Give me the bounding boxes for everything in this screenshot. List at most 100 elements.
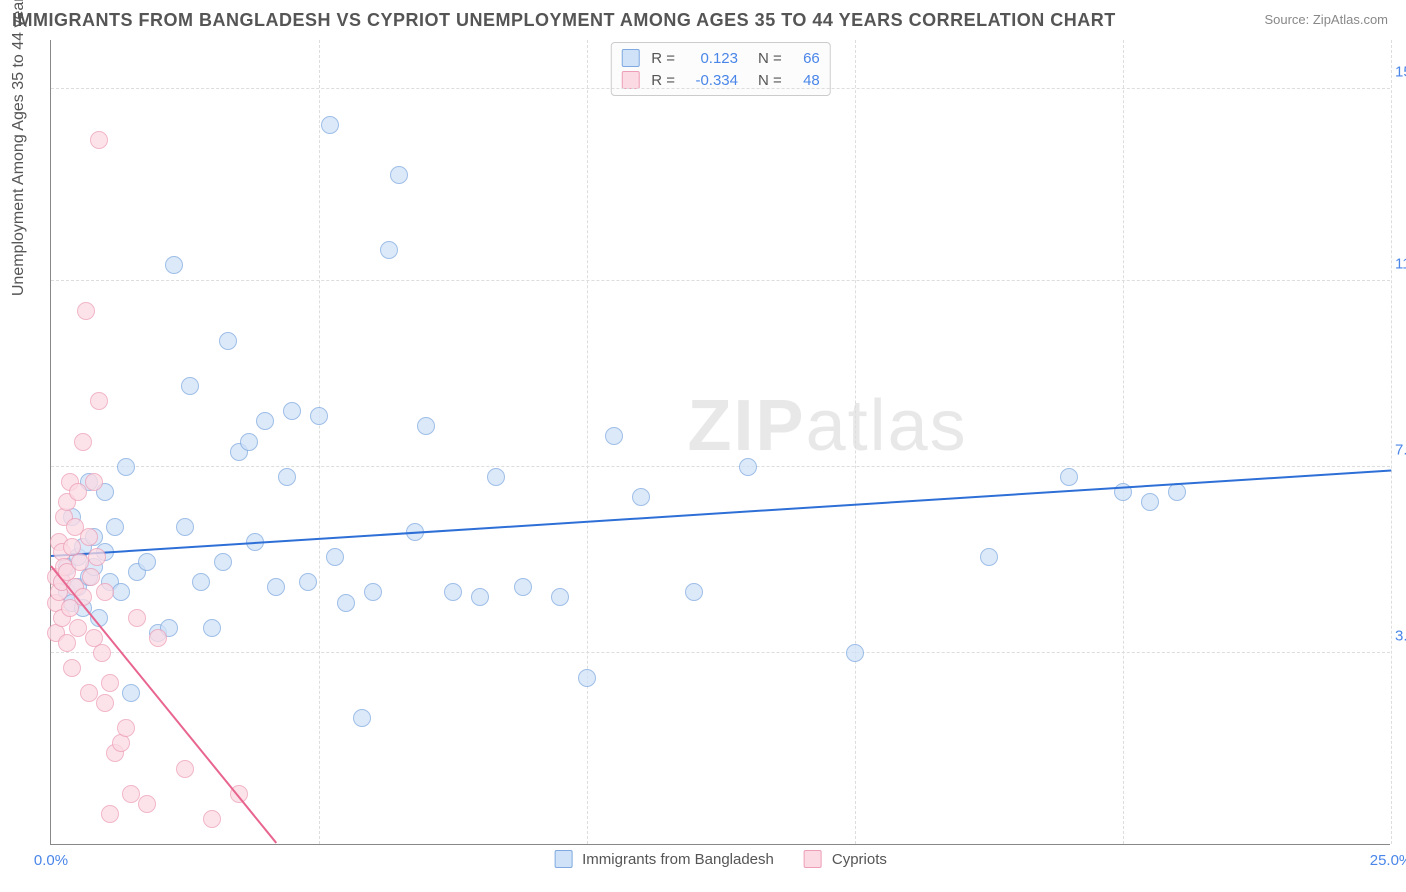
- data-point: [310, 407, 328, 425]
- data-point: [846, 644, 864, 662]
- data-point: [390, 166, 408, 184]
- legend-swatch: [621, 71, 639, 89]
- data-point: [63, 659, 81, 677]
- legend-stat-row: R = 0.123 N = 66: [621, 47, 820, 69]
- grid-line-v: [1123, 40, 1124, 844]
- data-point: [605, 427, 623, 445]
- data-point: [138, 553, 156, 571]
- data-point: [337, 594, 355, 612]
- data-point: [90, 131, 108, 149]
- data-point: [980, 548, 998, 566]
- data-point: [122, 785, 140, 803]
- legend-swatch: [621, 49, 639, 67]
- x-tick-label: 0.0%: [34, 852, 68, 869]
- data-point: [106, 518, 124, 536]
- legend-label: Cypriots: [832, 851, 887, 868]
- data-point: [77, 302, 95, 320]
- n-value: 48: [790, 72, 820, 89]
- r-value: 0.123: [683, 50, 738, 67]
- watermark: ZIPatlas: [688, 385, 968, 467]
- data-point: [514, 578, 532, 596]
- grid-line-v: [587, 40, 588, 844]
- data-point: [380, 241, 398, 259]
- data-point: [353, 709, 371, 727]
- data-point: [82, 568, 100, 586]
- data-point: [267, 578, 285, 596]
- r-value: -0.334: [683, 72, 738, 89]
- data-point: [203, 810, 221, 828]
- data-point: [417, 417, 435, 435]
- legend-series: Immigrants from Bangladesh Cypriots: [546, 848, 895, 870]
- y-tick-label: 15.0%: [1395, 64, 1406, 81]
- data-point: [58, 634, 76, 652]
- legend-label: Immigrants from Bangladesh: [582, 851, 774, 868]
- data-point: [321, 116, 339, 134]
- data-point: [192, 573, 210, 591]
- data-point: [80, 528, 98, 546]
- grid-line-h: [51, 280, 1390, 281]
- data-point: [471, 588, 489, 606]
- data-point: [74, 433, 92, 451]
- data-point: [101, 805, 119, 823]
- grid-line-h: [51, 88, 1390, 89]
- data-point: [96, 694, 114, 712]
- data-point: [1060, 468, 1078, 486]
- legend-item: Cypriots: [804, 850, 887, 868]
- n-label: N =: [758, 72, 782, 89]
- data-point: [685, 583, 703, 601]
- data-point: [203, 619, 221, 637]
- r-label: R =: [651, 50, 675, 67]
- data-point: [283, 402, 301, 420]
- data-point: [90, 392, 108, 410]
- data-point: [112, 583, 130, 601]
- data-point: [149, 629, 167, 647]
- grid-line-h: [51, 652, 1390, 653]
- n-value: 66: [790, 50, 820, 67]
- data-point: [122, 684, 140, 702]
- x-tick-label: 25.0%: [1370, 852, 1406, 869]
- n-label: N =: [758, 50, 782, 67]
- legend-swatch: [554, 850, 572, 868]
- data-point: [69, 619, 87, 637]
- y-axis-title: Unemployment Among Ages 35 to 44 years: [10, 0, 28, 296]
- data-point: [181, 377, 199, 395]
- source-label: Source: ZipAtlas.com: [1264, 12, 1388, 27]
- data-point: [85, 473, 103, 491]
- y-tick-label: 7.5%: [1395, 441, 1406, 458]
- data-point: [278, 468, 296, 486]
- chart-title: IMMIGRANTS FROM BANGLADESH VS CYPRIOT UN…: [12, 10, 1116, 31]
- data-point: [176, 760, 194, 778]
- r-label: R =: [651, 72, 675, 89]
- data-point: [117, 458, 135, 476]
- data-point: [80, 684, 98, 702]
- grid-line-v: [319, 40, 320, 844]
- data-point: [69, 483, 87, 501]
- data-point: [101, 674, 119, 692]
- y-tick-label: 11.2%: [1395, 255, 1406, 272]
- data-point: [96, 583, 114, 601]
- grid-line-v: [855, 40, 856, 844]
- data-point: [487, 468, 505, 486]
- data-point: [578, 669, 596, 687]
- data-point: [219, 332, 237, 350]
- data-point: [93, 644, 111, 662]
- data-point: [117, 719, 135, 737]
- data-point: [1141, 493, 1159, 511]
- plot-area: ZIPatlas R =0.123N =66R =-0.334N =48 Imm…: [50, 40, 1390, 845]
- y-tick-label: 3.8%: [1395, 627, 1406, 644]
- data-point: [214, 553, 232, 571]
- data-point: [240, 433, 258, 451]
- data-point: [88, 548, 106, 566]
- data-point: [299, 573, 317, 591]
- data-point: [739, 458, 757, 476]
- data-point: [165, 256, 183, 274]
- data-point: [138, 795, 156, 813]
- data-point: [632, 488, 650, 506]
- data-point: [256, 412, 274, 430]
- data-point: [364, 583, 382, 601]
- trend-line: [50, 566, 277, 844]
- legend-item: Immigrants from Bangladesh: [554, 850, 774, 868]
- data-point: [128, 609, 146, 627]
- grid-line-v: [1391, 40, 1392, 844]
- data-point: [176, 518, 194, 536]
